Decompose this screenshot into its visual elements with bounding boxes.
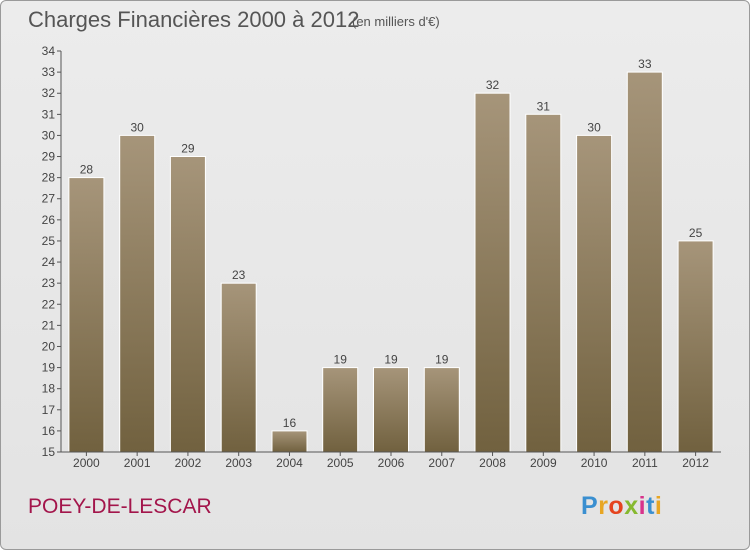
- data-label-2011: 33: [638, 57, 652, 71]
- proxiti-logo[interactable]: Proxiti: [581, 492, 662, 521]
- y-tick-label-31: 31: [42, 107, 56, 121]
- data-label-2000: 28: [80, 163, 94, 177]
- y-tick-label-16: 16: [42, 424, 56, 438]
- logo-letter: r: [598, 492, 609, 520]
- y-tick-label-33: 33: [42, 65, 56, 79]
- data-label-2010: 30: [587, 120, 601, 134]
- logo-letter: t: [646, 492, 655, 520]
- bar-2002: [169, 156, 206, 453]
- y-tick-label-23: 23: [42, 276, 56, 290]
- data-label-2005: 19: [334, 353, 348, 367]
- y-tick-label-24: 24: [42, 255, 56, 269]
- x-tick-label-2007: 2007: [428, 456, 455, 470]
- x-axis: 2000 2001 2002 2003 2004 2005 2006 2007 2008 2009…: [61, 451, 721, 470]
- y-tick-label-15: 15: [42, 445, 56, 459]
- y-tick-label-32: 32: [42, 86, 56, 100]
- y-tick-label-25: 25: [42, 234, 56, 248]
- data-label-2002: 29: [181, 142, 195, 156]
- y-tick-label-28: 28: [42, 171, 56, 185]
- logo-letter: i: [654, 492, 663, 520]
- bar-2012: [677, 240, 714, 453]
- data-label-2004: 16: [283, 416, 297, 430]
- y-tick-label-17: 17: [42, 403, 56, 417]
- x-tick-label-2012: 2012: [682, 456, 709, 470]
- x-tick-label-2001: 2001: [124, 456, 151, 470]
- commune-name: POEY-DE-LESCAR: [28, 495, 212, 518]
- bar-2004: [271, 430, 308, 453]
- y-tick-label-20: 20: [42, 339, 56, 353]
- logo-letter: P: [581, 492, 599, 520]
- bar-2009: [525, 113, 562, 453]
- x-tick-label-2005: 2005: [327, 456, 354, 470]
- bar-2007: [423, 367, 460, 453]
- x-tick-label-2010: 2010: [581, 456, 608, 470]
- data-label-2009: 31: [537, 99, 551, 113]
- y-axis: 15 16 17 18 19 20 21 22 23 24 25 26 27 28 29 30 31 32 33 34: [42, 44, 62, 459]
- data-labels-group: 28 30 29 23 16 19 19 19 32 31 30 33 25: [80, 57, 703, 430]
- bar-2010: [576, 134, 613, 453]
- y-tick-label-30: 30: [42, 128, 56, 142]
- y-tick-label-19: 19: [42, 361, 56, 375]
- x-tick-label-2009: 2009: [530, 456, 557, 470]
- x-tick-label-2011: 2011: [632, 456, 658, 470]
- y-tick-label-22: 22: [42, 297, 56, 311]
- logo-letter: i: [638, 492, 647, 520]
- bars-group: [68, 71, 714, 453]
- data-label-2006: 19: [384, 353, 398, 367]
- x-tick-label-2004: 2004: [276, 456, 303, 470]
- y-tick-label-29: 29: [42, 150, 56, 164]
- bar-2005: [322, 367, 359, 453]
- bar-2011: [626, 71, 663, 453]
- y-tick-label-18: 18: [42, 382, 56, 396]
- bar-2000: [68, 177, 105, 453]
- logo-letter: o: [608, 492, 625, 520]
- y-tick-label-34: 34: [42, 44, 56, 58]
- x-tick-label-2006: 2006: [378, 456, 405, 470]
- y-tick-label-27: 27: [42, 192, 56, 206]
- x-tick-label-2003: 2003: [225, 456, 252, 470]
- chart-unit-label: (en milliers d'€): [352, 14, 440, 29]
- x-tick-label-2002: 2002: [175, 456, 202, 470]
- logo-letter: x: [624, 492, 639, 520]
- x-tick-label-2008: 2008: [479, 456, 506, 470]
- bar-2003: [220, 282, 257, 453]
- chart-title: Charges Financières 2000 à 2012: [28, 7, 360, 32]
- y-tick-label-21: 21: [42, 318, 56, 332]
- bar-2001: [119, 134, 156, 453]
- data-label-2008: 32: [486, 78, 500, 92]
- y-tick-label-26: 26: [42, 213, 56, 227]
- bar-2006: [373, 367, 409, 453]
- x-tick-label-2000: 2000: [73, 456, 100, 470]
- data-label-2012: 25: [689, 226, 703, 240]
- data-label-2003: 23: [232, 268, 246, 282]
- data-label-2001: 30: [130, 120, 144, 134]
- bar-2008: [474, 92, 511, 453]
- data-label-2007: 19: [435, 353, 449, 367]
